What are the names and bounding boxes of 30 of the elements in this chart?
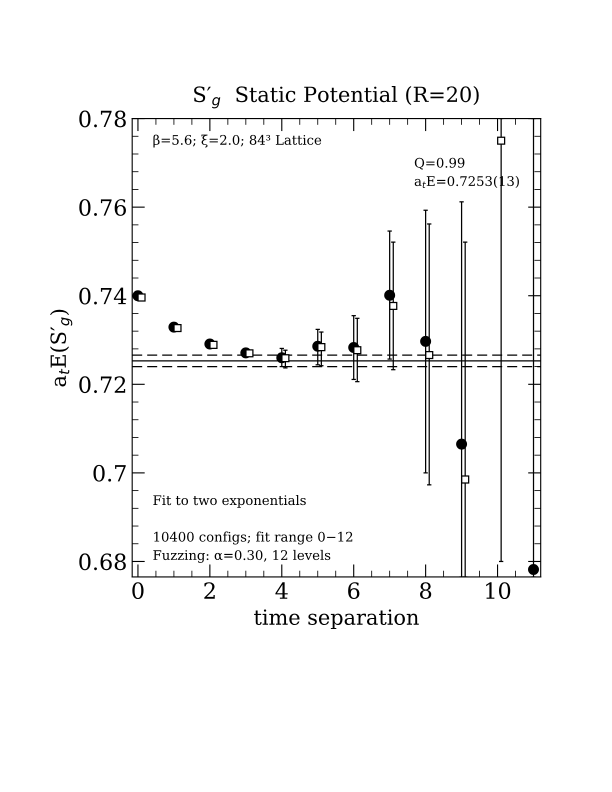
point: [420, 336, 432, 347]
x-tick-label: 8: [420, 582, 432, 600]
x-tick-label: 2: [204, 582, 215, 599]
point: [384, 290, 396, 301]
point: [456, 438, 468, 450]
annotation: Q=0.99: [414, 158, 464, 170]
y-tick-label: 0.68: [79, 553, 126, 570]
chart-title: S′$_{g}$ Static Potential (R=20): [194, 86, 479, 108]
point: [389, 302, 398, 310]
x-axis-title: time separation: [254, 609, 419, 630]
point: [461, 475, 470, 484]
y-tick-label: 0.78: [79, 110, 126, 128]
y-axis-title: a$_{t}$E(S′$_{g}$): [50, 310, 72, 387]
point: [137, 293, 146, 302]
y-tick-label: 0.74: [79, 288, 126, 304]
x-tick-label: 10: [486, 582, 510, 600]
x-tick-label: 4: [275, 582, 288, 599]
annotation: 10400 configs; fit range 0−12: [154, 532, 352, 544]
y-tick-label: 0.7: [93, 464, 126, 482]
annotation: Fuzzing: α=0.30, 12 levels: [153, 550, 330, 563]
y-tick-label: 0.72: [79, 376, 126, 394]
y-tick-label: 0.76: [79, 199, 126, 216]
annotation: β=5.6; ξ=2.0; 84³ Lattice: [153, 134, 322, 148]
point: [497, 136, 506, 145]
point: [353, 346, 362, 354]
point: [425, 350, 434, 360]
x-tick-label: 6: [348, 582, 360, 600]
x-tick-label: 0: [132, 582, 144, 600]
annotation: Fit to two exponentials: [153, 494, 306, 508]
point: [528, 564, 539, 575]
